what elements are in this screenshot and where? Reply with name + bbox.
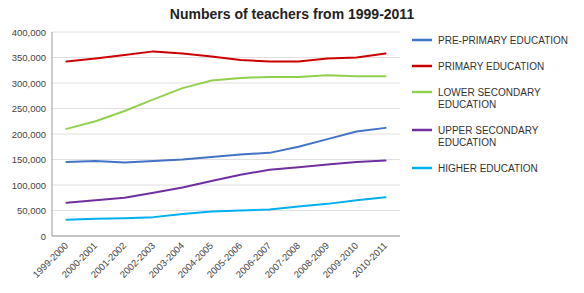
y-tick-label: 100,000 (12, 180, 46, 191)
line (67, 51, 386, 61)
grid-line (52, 236, 400, 237)
x-axis-line (52, 236, 400, 237)
legend-label: HIGHER EDUCATION (438, 163, 538, 174)
line (67, 75, 386, 129)
grid-line (52, 83, 400, 84)
legend-label: UPPER SECONDARYEDUCATION (438, 125, 539, 148)
grid-line (52, 185, 400, 186)
x-tick-label: 2010-2011 (350, 240, 389, 279)
x-axis: 1999-20002000-20012001-20022002-20032003… (30, 240, 389, 280)
grid-line (52, 159, 400, 160)
y-tick-label: 150,000 (12, 154, 46, 165)
legend-swatch (412, 91, 432, 94)
grid-line (52, 108, 400, 109)
lines (67, 51, 386, 219)
chart: Numbers of teachers from 1999-2011 0 50,00… (0, 0, 584, 293)
legend-swatch (412, 65, 432, 68)
legend: PRE-PRIMARY EDUCATION PRIMARY EDUCATION LO… (412, 35, 568, 174)
y-tick-label: 400,000 (12, 27, 46, 38)
y-tick-label: 200,000 (12, 129, 46, 140)
legend-swatch (412, 167, 432, 170)
y-tick-label: 300,000 (12, 78, 46, 89)
legend-label: PRIMARY EDUCATION (438, 61, 544, 72)
y-axis: 0 50,000 100,000 150,000 200,000 250,000 300,0… (12, 27, 400, 242)
y-tick-label: 0 (41, 231, 46, 242)
legend-label: PRE-PRIMARY EDUCATION (438, 35, 568, 46)
line (67, 128, 386, 163)
legend-label: LOWER SECONDARYEDUCATION (438, 87, 541, 110)
y-tick-label: 50,000 (17, 205, 46, 216)
line (67, 197, 386, 219)
legend-swatch (412, 39, 432, 42)
grid-line (52, 32, 400, 33)
legend-swatch (412, 129, 432, 132)
line (67, 161, 386, 203)
title: Numbers of teachers from 1999-2011 (170, 6, 415, 22)
y-tick-label: 250,000 (12, 103, 46, 114)
y-tick-label: 350,000 (12, 52, 46, 63)
y-axis-line (52, 32, 53, 236)
